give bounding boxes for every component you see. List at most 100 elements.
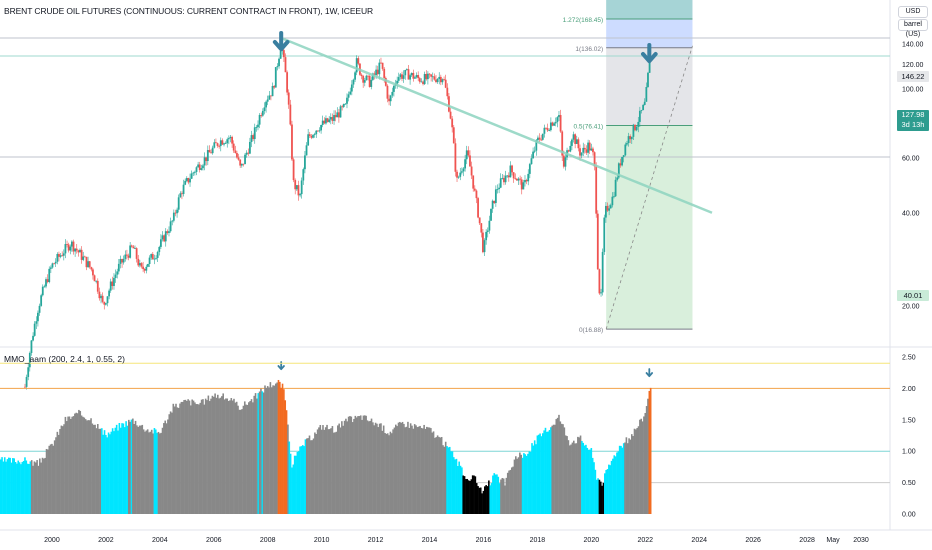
histogram-bar xyxy=(219,397,222,514)
time-axis[interactable]: 2000 2002 2004 2006 2008 2010 2012 2014 2016 2018… xyxy=(44,537,869,544)
drawing-tools[interactable] xyxy=(272,30,713,378)
candle-body xyxy=(312,135,314,138)
candle-body xyxy=(401,74,403,79)
horizontal-levels xyxy=(0,37,890,158)
histogram-bar xyxy=(363,415,366,514)
candle-body xyxy=(431,76,434,78)
histogram-bar xyxy=(328,429,331,514)
histogram-bar xyxy=(295,455,297,514)
candle-body xyxy=(240,163,243,166)
candle-body xyxy=(33,323,36,336)
candle-body xyxy=(410,72,413,76)
histogram-bar xyxy=(51,443,53,514)
histogram-bar xyxy=(269,382,272,514)
candle-body xyxy=(261,110,264,116)
candle-body xyxy=(588,142,591,151)
histogram-bar xyxy=(566,436,568,514)
histogram-bar xyxy=(547,431,549,514)
candle-body xyxy=(108,290,111,297)
histogram-bar xyxy=(555,419,558,514)
histogram-bar xyxy=(366,420,369,514)
histogram-bar xyxy=(190,405,192,514)
histogram-bar xyxy=(568,445,571,514)
histogram-bar xyxy=(7,457,10,514)
indicator-axis[interactable]: 0.00 0.50 1.00 1.50 2.00 2.50 xyxy=(902,355,916,519)
time-tick-label: 2024 xyxy=(691,537,707,544)
candle-body xyxy=(515,178,518,181)
candle-body xyxy=(295,185,298,190)
histogram-bar xyxy=(517,457,520,514)
candle-body xyxy=(457,176,460,178)
histogram-bar xyxy=(276,382,278,514)
histogram-bar xyxy=(57,434,60,514)
candle-body xyxy=(308,134,311,136)
histogram-bar xyxy=(326,424,328,514)
histogram-bar xyxy=(386,433,389,514)
histogram-bar xyxy=(625,437,628,514)
candle-body xyxy=(488,220,491,231)
histogram-bar xyxy=(593,462,595,514)
candle-body xyxy=(195,167,198,172)
histogram-bar xyxy=(444,441,447,514)
histogram-bar xyxy=(144,431,146,514)
histogram-bar xyxy=(448,446,451,514)
histogram-bar xyxy=(395,424,397,514)
candle-body xyxy=(600,292,602,294)
candle-body xyxy=(171,220,174,222)
candle-body xyxy=(69,246,72,251)
indicator-title[interactable]: MMO_aam (200, 2.4, 1, 0.55, 2) xyxy=(4,354,125,364)
histogram-bar xyxy=(307,438,309,514)
histogram-bar xyxy=(283,389,285,514)
currency-button[interactable]: USD xyxy=(898,6,928,18)
candle-body xyxy=(393,85,395,92)
candle-body xyxy=(472,175,475,189)
histogram-bar xyxy=(345,418,347,514)
histogram-bar xyxy=(442,445,444,514)
histogram-bar xyxy=(621,447,624,514)
histogram-bar xyxy=(519,452,521,514)
histogram-bar xyxy=(160,432,162,514)
histogram-bar xyxy=(484,486,486,514)
histogram-bar xyxy=(214,393,216,514)
candle-body xyxy=(370,79,373,87)
candle-body xyxy=(92,269,94,276)
candle-body xyxy=(541,133,544,140)
histogram-bar xyxy=(466,478,469,514)
histogram-bar xyxy=(416,427,419,514)
histogram-bar xyxy=(635,429,637,514)
unit-button[interactable]: barrel (US) xyxy=(898,19,928,38)
price-axis[interactable]: 20.0040.0060.0080.00100.00120.00140.0016… xyxy=(902,23,924,310)
candle-body xyxy=(119,258,122,264)
candle-body xyxy=(470,166,473,176)
histogram-bar xyxy=(355,417,358,514)
histogram-bar xyxy=(140,425,142,514)
candle-body xyxy=(363,80,366,83)
histogram-bar xyxy=(28,464,30,514)
candle-body xyxy=(444,79,447,88)
candle-body xyxy=(244,154,246,165)
candle-body xyxy=(451,118,454,128)
candle-body xyxy=(380,62,382,64)
histogram-bar xyxy=(105,434,107,514)
histogram-bar xyxy=(102,434,104,514)
candle-body xyxy=(579,148,581,156)
fib-level-label: 0(16.88) xyxy=(579,327,603,334)
histogram-bar xyxy=(486,486,489,514)
candle-body xyxy=(540,139,543,141)
symbol-title[interactable]: BRENT CRUDE OIL FUTURES (CONTINUOUS: CUR… xyxy=(4,6,374,16)
candle-body xyxy=(292,159,295,181)
histogram-bar xyxy=(20,464,22,514)
candle-body xyxy=(460,171,463,173)
histogram-bar xyxy=(358,416,361,514)
histogram-bar xyxy=(452,457,455,514)
histogram-bar xyxy=(415,425,417,514)
candle-body xyxy=(433,76,436,80)
histogram-bar xyxy=(289,453,292,514)
histogram-bar xyxy=(303,446,305,514)
histogram-bar xyxy=(420,427,423,514)
histogram-bar xyxy=(306,438,308,514)
fibonacci-retracement[interactable]: 1.272(168.45) 1(136.02) 0.5(76.41) 0(16.88) xyxy=(563,0,693,334)
histogram-bar xyxy=(243,401,246,514)
candle-body xyxy=(25,376,28,387)
